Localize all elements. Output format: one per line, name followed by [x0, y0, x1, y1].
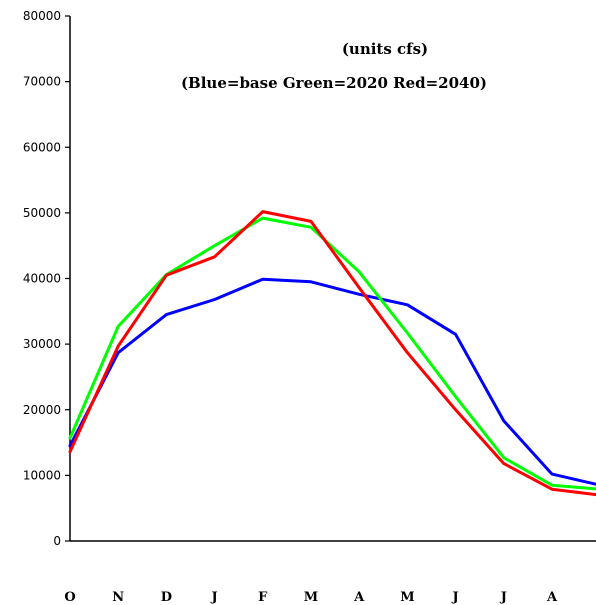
x-tick-label: M	[400, 590, 414, 605]
series-lines	[68, 210, 596, 497]
x-tick-label: D	[161, 590, 172, 605]
annotations: (units cfs) (Blue=base Green=2020 Red=20…	[181, 40, 487, 92]
y-tick-label: 0	[53, 534, 61, 548]
x-tick-label: F	[258, 590, 268, 605]
y-tick-label: 70000	[23, 75, 61, 89]
y-tick-label: 80000	[23, 9, 61, 23]
x-tick-label: J	[500, 590, 507, 605]
x-tick-label: O	[64, 590, 75, 605]
x-axis-ticks: ONDJFMAMJJAS	[64, 590, 596, 605]
y-tick-label: 40000	[23, 272, 61, 286]
annotation-legend-note: (Blue=base Green=2020 Red=2040)	[181, 74, 487, 92]
annotation-units: (units cfs)	[342, 40, 428, 58]
y-tick-label: 30000	[23, 337, 61, 351]
y-tick-label: 20000	[23, 403, 61, 417]
x-tick-label: A	[546, 590, 558, 605]
series-line-2020	[68, 216, 596, 491]
x-tick-label: J	[452, 590, 459, 605]
x-tick-label: N	[112, 590, 124, 605]
y-tick-label: 10000	[23, 468, 61, 482]
axes	[69, 16, 596, 542]
x-tick-label: M	[304, 590, 318, 605]
series-line-base	[68, 277, 596, 486]
x-tick-label: J	[211, 590, 218, 605]
series-line-2040	[68, 210, 596, 497]
x-tick-label: A	[353, 590, 365, 605]
y-tick-label: 60000	[23, 140, 61, 154]
y-tick-label: 50000	[23, 206, 61, 220]
y-axis-ticks: 0 10000 20000 30000 40000 50000 60000 70000 8000…	[23, 9, 70, 548]
